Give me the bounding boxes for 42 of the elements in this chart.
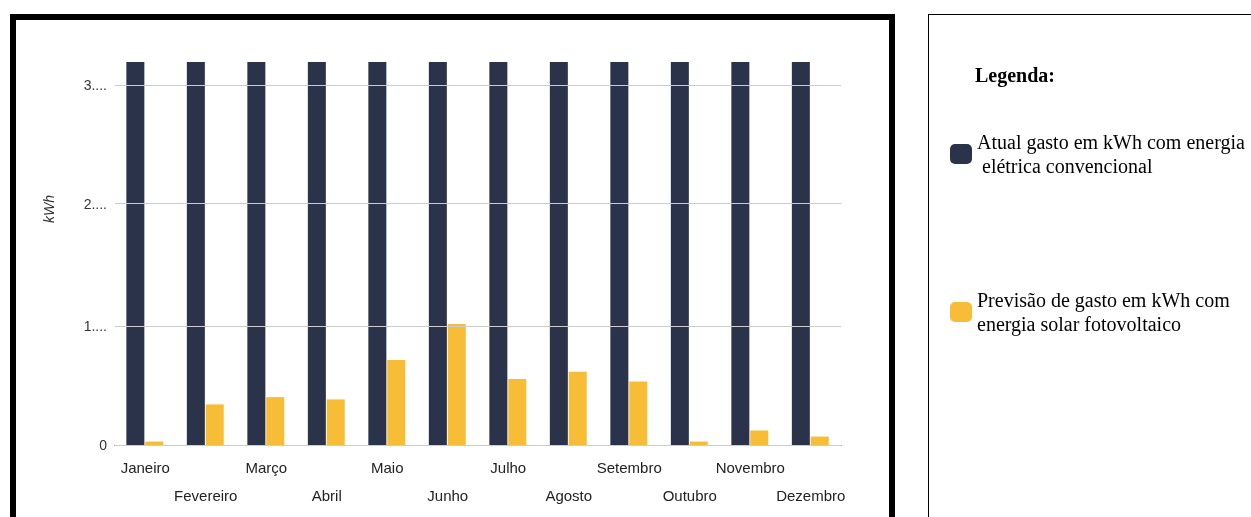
- bar: [489, 61, 508, 445]
- bar: [670, 61, 689, 445]
- legend-label: Atual gasto em kWh com energia elétrica convencional: [977, 131, 1245, 177]
- bar: [810, 436, 829, 445]
- bar: [629, 381, 648, 445]
- x-tick-label: Março: [245, 458, 288, 476]
- x-tick-label: Outubro: [662, 486, 717, 504]
- x-tick-label: Fevereiro: [174, 486, 238, 504]
- bar: [447, 323, 466, 445]
- text: 3....: [83, 76, 107, 93]
- bar: [307, 61, 326, 445]
- bar: [508, 379, 527, 445]
- bar: [610, 61, 629, 445]
- y-axis-title: kWh: [41, 194, 57, 223]
- x-tick-label: Setembro: [596, 458, 662, 476]
- legend-label: Previsão de gasto em kWh com energia solar fotovoltaico: [977, 289, 1235, 336]
- bar: [428, 61, 447, 445]
- bar: [750, 430, 769, 445]
- bar: [266, 397, 285, 445]
- x-tick-label: Junho: [427, 486, 469, 504]
- x-tick-label: Julho: [490, 458, 527, 476]
- bar: [326, 399, 345, 445]
- bar: [791, 61, 810, 445]
- text: 1....: [83, 318, 107, 335]
- bar: [205, 404, 224, 445]
- bar: [186, 61, 205, 445]
- text: 0: [99, 437, 108, 453]
- bar: [568, 371, 587, 445]
- x-tick-label: Abril: [311, 486, 342, 504]
- bar: [549, 61, 568, 445]
- text: 2....: [83, 195, 107, 212]
- x-tick-label: Dezembro: [776, 486, 846, 504]
- bar: [126, 61, 145, 445]
- bar: [387, 359, 406, 445]
- x-tick-label: Agosto: [545, 486, 593, 504]
- bar: [247, 61, 266, 445]
- x-tick-label: Janeiro: [120, 458, 170, 476]
- x-tick-label: Maio: [370, 458, 404, 476]
- bar: [368, 61, 387, 445]
- legend-title: Legenda:: [975, 64, 1055, 87]
- x-tick-label: Novembro: [715, 458, 785, 476]
- bar: [731, 61, 750, 445]
